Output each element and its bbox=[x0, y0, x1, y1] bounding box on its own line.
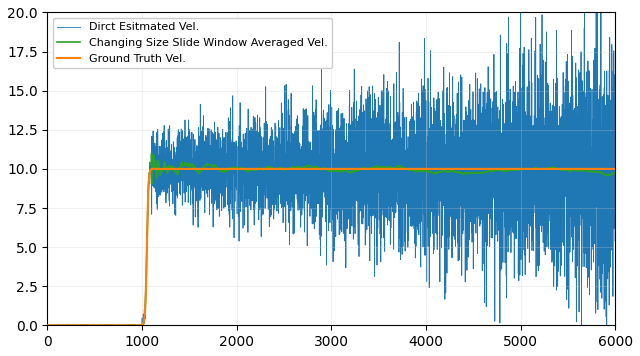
Dirct Esitmated Vel. bbox=[607, 119, 615, 123]
Ground Truth Vel. bbox=[182, 167, 189, 171]
Ground Truth Vel. bbox=[607, 167, 615, 171]
Changing Size Slide Window Averaged Vel. bbox=[612, 170, 620, 174]
Line: Dirct Esitmated Vel.: Dirct Esitmated Vel. bbox=[47, 0, 616, 325]
Ground Truth Vel. bbox=[44, 323, 51, 328]
Changing Size Slide Window Averaged Vel. bbox=[148, 151, 156, 156]
Changing Size Slide Window Averaged Vel. bbox=[298, 166, 306, 170]
Changing Size Slide Window Averaged Vel. bbox=[179, 162, 186, 166]
Dirct Esitmated Vel. bbox=[44, 323, 51, 328]
Ground Truth Vel. bbox=[298, 167, 306, 171]
Ground Truth Vel. bbox=[179, 167, 186, 171]
Changing Size Slide Window Averaged Vel. bbox=[44, 323, 51, 328]
Line: Changing Size Slide Window Averaged Vel.: Changing Size Slide Window Averaged Vel. bbox=[47, 153, 616, 325]
Dirct Esitmated Vel. bbox=[182, 159, 189, 164]
Dirct Esitmated Vel. bbox=[612, 236, 620, 241]
Dirct Esitmated Vel. bbox=[179, 129, 186, 133]
Dirct Esitmated Vel. bbox=[258, 135, 266, 139]
Ground Truth Vel. bbox=[258, 167, 266, 171]
Dirct Esitmated Vel. bbox=[175, 173, 183, 178]
Dirct Esitmated Vel. bbox=[298, 148, 306, 153]
Changing Size Slide Window Averaged Vel. bbox=[175, 166, 183, 170]
Ground Truth Vel. bbox=[612, 167, 620, 171]
Legend: Dirct Esitmated Vel., Changing Size Slide Window Averaged Vel., Ground Truth Vel: Dirct Esitmated Vel., Changing Size Slid… bbox=[53, 18, 332, 68]
Line: Ground Truth Vel.: Ground Truth Vel. bbox=[47, 169, 616, 325]
Changing Size Slide Window Averaged Vel. bbox=[607, 173, 615, 177]
Ground Truth Vel. bbox=[175, 167, 183, 171]
Changing Size Slide Window Averaged Vel. bbox=[182, 161, 189, 165]
Dirct Esitmated Vel. bbox=[44, 323, 51, 327]
Ground Truth Vel. bbox=[148, 167, 156, 171]
Changing Size Slide Window Averaged Vel. bbox=[258, 167, 266, 171]
